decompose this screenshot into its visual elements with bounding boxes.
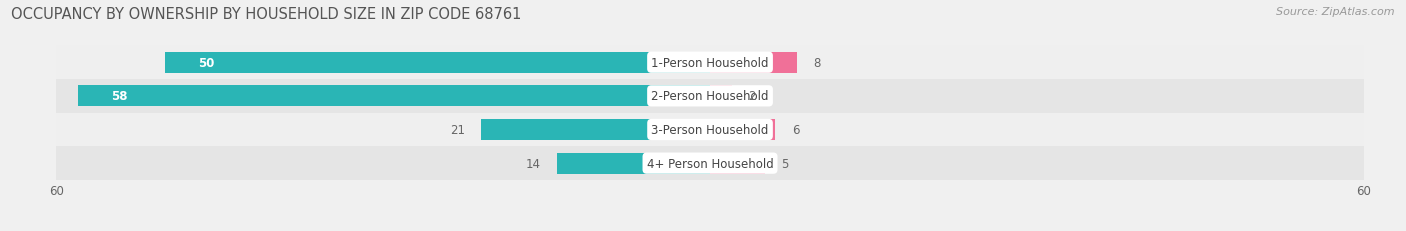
Bar bbox=[166, 53, 710, 73]
Legend: Owner-occupied, Renter-occupied: Owner-occupied, Renter-occupied bbox=[591, 226, 830, 231]
Text: 14: 14 bbox=[526, 157, 541, 170]
Bar bbox=[56, 113, 1364, 147]
Text: 58: 58 bbox=[111, 90, 127, 103]
Text: 3-Person Household: 3-Person Household bbox=[651, 123, 769, 137]
Text: OCCUPANCY BY OWNERSHIP BY HOUSEHOLD SIZE IN ZIP CODE 68761: OCCUPANCY BY OWNERSHIP BY HOUSEHOLD SIZE… bbox=[11, 7, 522, 22]
Bar bbox=[56, 80, 1364, 113]
Bar bbox=[481, 120, 710, 140]
Text: 50: 50 bbox=[198, 56, 214, 70]
Bar bbox=[56, 147, 1364, 180]
Text: 21: 21 bbox=[450, 123, 465, 137]
Text: 1-Person Household: 1-Person Household bbox=[651, 56, 769, 70]
Bar bbox=[710, 86, 731, 107]
Text: 2-Person Household: 2-Person Household bbox=[651, 90, 769, 103]
Text: 6: 6 bbox=[792, 123, 799, 137]
Bar bbox=[710, 53, 797, 73]
Text: 4+ Person Household: 4+ Person Household bbox=[647, 157, 773, 170]
Text: 5: 5 bbox=[780, 157, 789, 170]
Bar bbox=[56, 46, 1364, 80]
Bar bbox=[710, 153, 765, 174]
Text: 2: 2 bbox=[748, 90, 755, 103]
Text: Source: ZipAtlas.com: Source: ZipAtlas.com bbox=[1277, 7, 1395, 17]
Bar bbox=[710, 120, 776, 140]
Text: 8: 8 bbox=[814, 56, 821, 70]
Bar bbox=[558, 153, 710, 174]
Bar bbox=[79, 86, 710, 107]
